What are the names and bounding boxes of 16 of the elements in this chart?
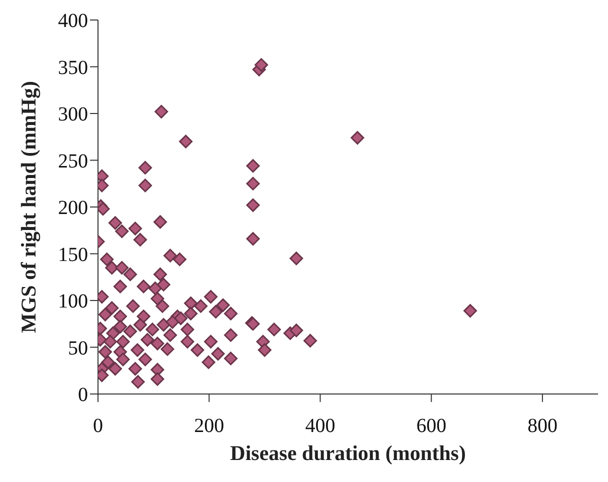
x-tick-label: 200 bbox=[194, 415, 224, 438]
y-tick-label: 100 bbox=[58, 290, 88, 313]
y-tick-label: 200 bbox=[58, 197, 88, 220]
y-tick-label: 300 bbox=[58, 104, 88, 126]
x-tick-label: 0 bbox=[93, 415, 103, 438]
y-tick-label: 0 bbox=[78, 384, 88, 406]
y-axis-title: MGS of right hand (mmHg) bbox=[16, 80, 40, 333]
x-tick-label: 400 bbox=[305, 415, 336, 438]
x-tick-label: 800 bbox=[527, 415, 558, 438]
y-tick-label: 400 bbox=[58, 10, 88, 32]
y-tick-label: 150 bbox=[58, 244, 88, 266]
y-tick-label: 250 bbox=[58, 150, 88, 172]
x-axis-title: Disease duration (months) bbox=[230, 441, 466, 465]
y-tick-label: 350 bbox=[58, 56, 88, 79]
x-tick-label: 600 bbox=[416, 415, 446, 438]
y-tick-label: 50 bbox=[68, 337, 88, 360]
